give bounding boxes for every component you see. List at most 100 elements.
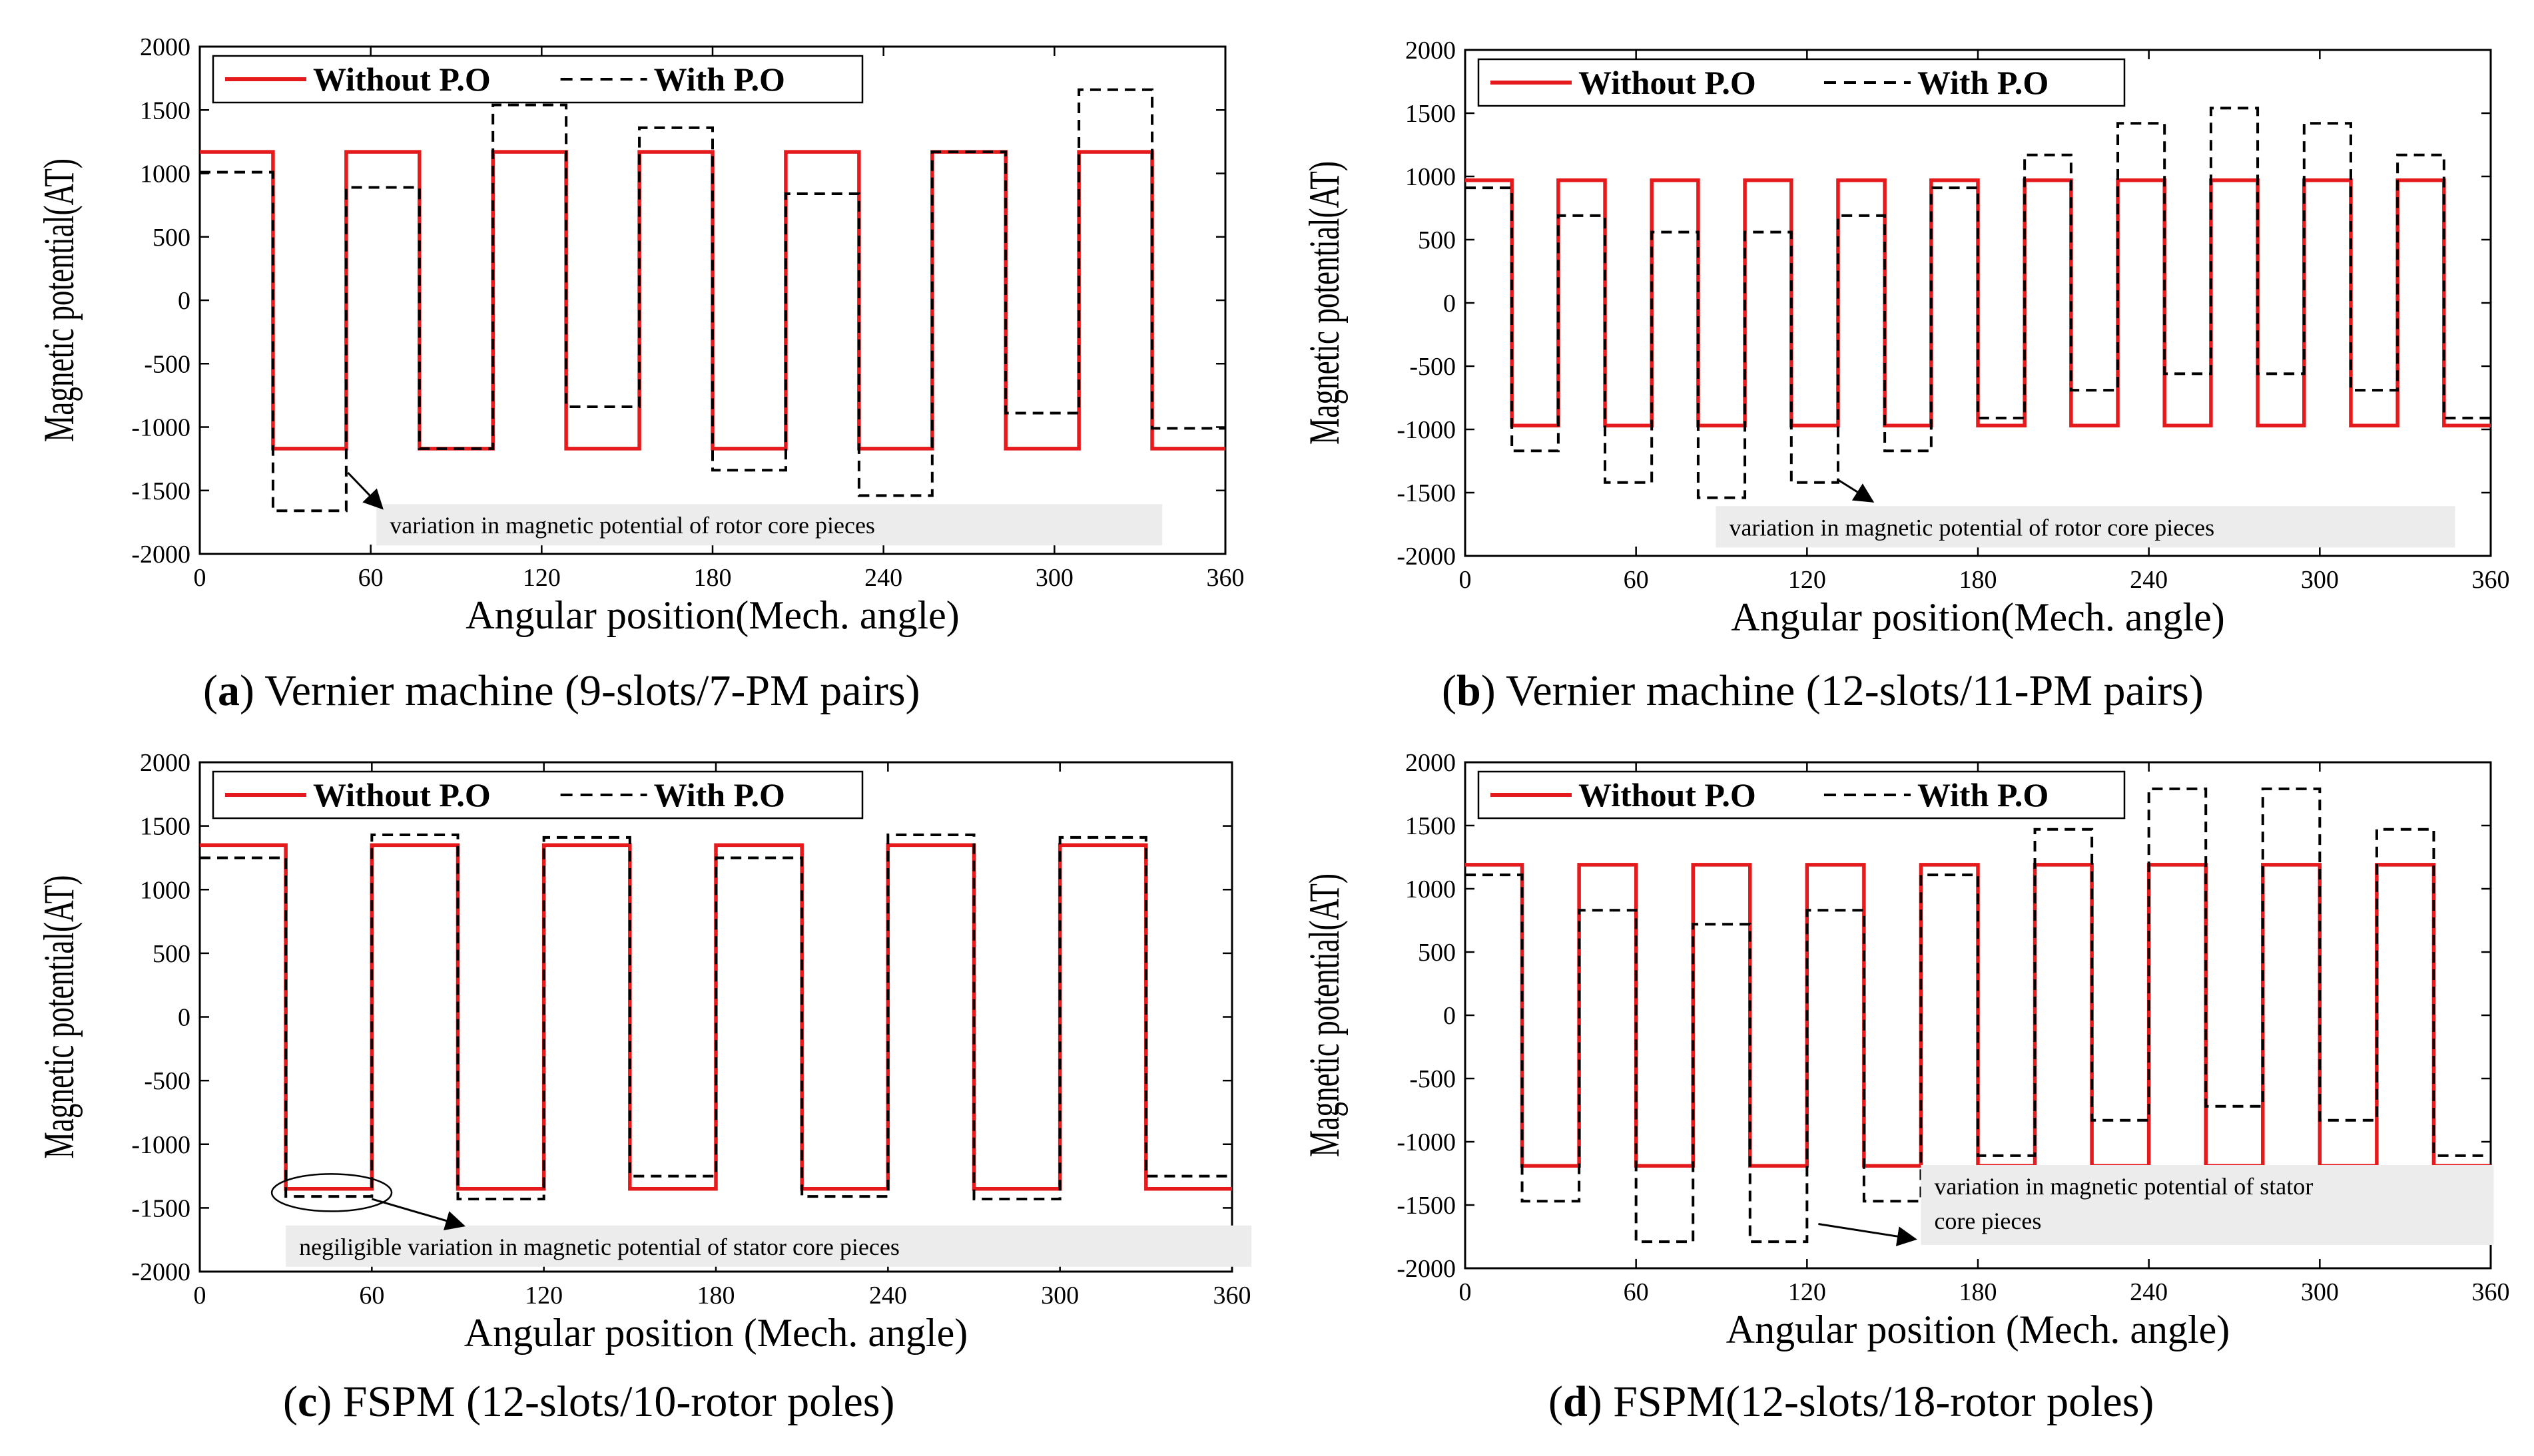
x-tick-label: 240 <box>864 564 902 592</box>
x-tick-label: 360 <box>1213 1282 1251 1310</box>
y-tick-label: 2000 <box>1405 749 1456 777</box>
y-tick-label: 1000 <box>1405 875 1456 903</box>
x-tick-label: 60 <box>1624 566 1649 594</box>
y-tick-label: 1000 <box>140 160 190 188</box>
y-tick-label: 1500 <box>1405 100 1456 128</box>
caption-a-label: a <box>217 666 240 715</box>
x-tick-label: 60 <box>1624 1278 1649 1306</box>
series-with-po <box>1465 107 2491 499</box>
caption-a: (a) Vernier machine (9-slots/7-PM pairs) <box>203 666 920 715</box>
y-tick-label: 1000 <box>1405 163 1456 191</box>
x-tick-label: 120 <box>1788 566 1826 594</box>
annotation-text: core pieces <box>1934 1208 2041 1234</box>
x-axis-label: Angular position(Mech. angle) <box>1731 595 2224 639</box>
x-axis-label: Angular position (Mech. angle) <box>1726 1308 2230 1351</box>
x-tick-label: 360 <box>2472 1278 2510 1306</box>
x-tick-label: 0 <box>1459 1278 1472 1306</box>
x-tick-label: 300 <box>1036 564 1074 592</box>
y-tick-label: 500 <box>1418 226 1456 254</box>
caption-b: (b) Vernier machine (12-slots/11-PM pair… <box>1442 666 2204 715</box>
y-tick-label: -1000 <box>131 414 190 442</box>
legend-label-without: Without P.O <box>313 776 491 814</box>
y-axis-label: Magnetic potential(AT) <box>35 158 83 442</box>
x-tick-label: 120 <box>523 564 561 592</box>
caption-c: (c) FSPM (12-slots/10-rotor poles) <box>283 1377 895 1426</box>
legend-box <box>1477 770 2126 820</box>
legend-label-with: With P.O <box>1917 776 2049 814</box>
x-tick-label: 60 <box>359 1282 384 1310</box>
annotation-text: variation in magnetic potential of stato… <box>1934 1173 2313 1200</box>
x-tick-label: 300 <box>1041 1282 1079 1310</box>
chart-a-group: 0 60 120 180 240 300 360 -2000 -1500 -1000 -500 0 50… <box>35 33 1244 637</box>
caption-d-text: FSPM(12-slots/18-rotor poles) <box>1602 1377 2154 1426</box>
y-tick-label: 1500 <box>140 97 190 124</box>
y-tick-label: -2000 <box>131 1258 190 1286</box>
x-tick-label: 240 <box>2130 1278 2168 1306</box>
annotation-arrow <box>347 472 384 510</box>
x-tick-label: 360 <box>2472 566 2510 594</box>
y-tick-label: 0 <box>178 287 190 315</box>
y-tick-label: -1000 <box>131 1131 190 1159</box>
x-tick-label: 120 <box>525 1282 563 1310</box>
legend-label-with: With P.O <box>1917 64 2049 101</box>
y-tick-label: -1500 <box>131 1194 190 1222</box>
caption-a-text: Vernier machine (9-slots/7-PM pairs) <box>254 666 920 715</box>
x-tick-label: 300 <box>2301 1278 2339 1306</box>
annotation-text: variation in magnetic potential of rotor… <box>1729 514 2214 541</box>
x-tick-label: 180 <box>1959 1278 1997 1306</box>
series-with-po <box>200 88 1225 513</box>
caption-b-text: Vernier machine (12-slots/11-PM pairs) <box>1495 666 2204 715</box>
annotation-text: negiligible variation in magnetic potent… <box>299 1234 900 1260</box>
legend-label-with: With P.O <box>654 776 785 814</box>
caption-d: (d) FSPM(12-slots/18-rotor poles) <box>1548 1377 2154 1426</box>
y-axis-label: Magnetic potential(AT) <box>1301 873 1349 1157</box>
annotation-box <box>1716 506 2455 548</box>
legend-label-without: Without P.O <box>1578 64 1756 101</box>
legend-box <box>1477 58 2126 107</box>
chart-d-group: 0 60 120 180 240 300 360 -2000 -1500 -1000 -500 0 50… <box>1301 749 2509 1351</box>
y-tick-label: -500 <box>144 1067 190 1095</box>
y-axis-label: Magnetic potential(AT) <box>1301 161 1349 445</box>
annotation-text: variation in magnetic potential of rotor… <box>390 512 875 539</box>
y-tick-label: 1500 <box>1405 812 1456 840</box>
legend-label-without: Without P.O <box>1578 776 1756 814</box>
annotation-box <box>286 1225 1252 1267</box>
y-tick-label: -2000 <box>1397 543 1456 571</box>
y-tick-label: 500 <box>1418 939 1456 967</box>
x-tick-label: 0 <box>194 564 206 592</box>
y-axis-label: Magnetic potential(AT) <box>35 875 83 1159</box>
annotation-arrow <box>371 1198 466 1230</box>
x-tick-label: 360 <box>1207 564 1245 592</box>
x-axis-label: Angular position(Mech. angle) <box>466 593 959 637</box>
x-tick-label: 240 <box>869 1282 907 1310</box>
y-tick-label: -500 <box>1409 353 1456 381</box>
y-tick-label: 0 <box>1443 290 1456 318</box>
y-tick-label: 2000 <box>140 33 190 61</box>
annotation-box <box>376 504 1163 546</box>
y-tick-label: 0 <box>178 1004 190 1032</box>
x-tick-label: 0 <box>194 1282 206 1310</box>
x-axis-label: Angular position (Mech. angle) <box>464 1311 968 1355</box>
caption-c-text: FSPM (12-slots/10-rotor poles) <box>332 1377 895 1426</box>
caption-b-label: b <box>1456 666 1481 715</box>
y-tick-label: 2000 <box>1405 37 1456 65</box>
y-tick-label: 0 <box>1443 1002 1456 1030</box>
series-with-po <box>1465 787 2491 1244</box>
annotation-arrow <box>1818 1223 1917 1246</box>
x-tick-label: 180 <box>694 564 732 592</box>
y-tick-label: 2000 <box>140 749 190 777</box>
y-tick-label: -500 <box>144 350 190 378</box>
legend-label-with: With P.O <box>654 61 785 98</box>
y-tick-label: -1000 <box>1397 1128 1456 1156</box>
chart-b-group: 0 60 120 180 240 300 360 -2000 -1500 -1000 -500 0 50… <box>1301 37 2509 639</box>
legend-box <box>212 770 864 820</box>
y-tick-label: -500 <box>1409 1065 1456 1093</box>
x-tick-label: 180 <box>1959 566 1997 594</box>
x-tick-label: 60 <box>358 564 384 592</box>
x-tick-label: 120 <box>1788 1278 1826 1306</box>
y-tick-label: 1500 <box>140 813 190 841</box>
legend-box <box>212 55 864 104</box>
y-tick-label: 500 <box>153 940 190 968</box>
